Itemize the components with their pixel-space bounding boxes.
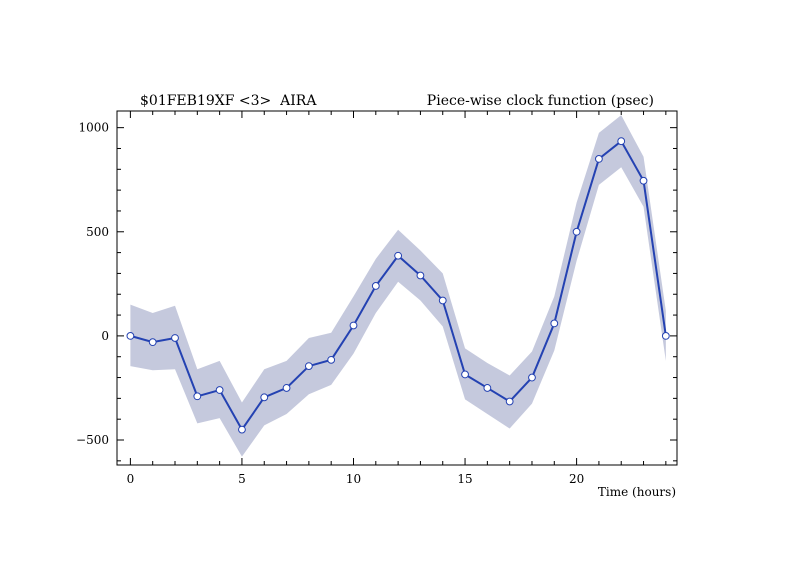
data-point [505,397,514,406]
y-tick-label: −500 [76,433,109,447]
data-point [528,373,536,382]
y-tick-label: 0 [101,329,109,343]
x-tick-label: 15 [457,472,472,486]
y-tick-label: 1000 [78,121,109,135]
x-tick-label: 0 [127,472,135,486]
data-point [371,282,380,290]
data-point [550,319,559,328]
data-point [260,393,269,402]
data-point [282,384,291,392]
series-band [130,115,666,457]
data-point [572,227,581,236]
data-point [639,176,648,185]
data-point [483,384,492,392]
x-axis-label: Time (hours) [598,485,676,499]
data-point [304,362,313,370]
data-point [461,370,469,379]
data-point [193,392,202,401]
data-point [148,338,157,347]
data-point [349,321,358,330]
x-tick-label: 5 [238,472,246,486]
plot-frame [116,110,678,466]
data-point [126,331,135,340]
x-tick-label: 10 [346,472,361,486]
axis-ticks [117,111,677,465]
data-point [416,271,425,280]
data-point-layer [126,137,670,434]
data-point [238,425,246,434]
chart-title-right: Piece-wise clock function (psec) [427,93,654,109]
data-point [661,331,670,340]
axis-tick-labels: 0 5 10 15 20 −500 0 500 1000 [76,121,584,486]
x-tick-label: 20 [569,472,584,486]
data-point [215,386,224,394]
data-point [617,137,626,146]
y-tick-label: 500 [86,225,109,239]
data-point [394,251,403,260]
chart-title-left: $01FEB19XF <3> AIRA [140,93,317,109]
data-point [171,334,179,342]
data-point [438,296,447,305]
data-point [595,154,603,163]
data-point [327,355,336,364]
uncertainty-band [130,115,666,457]
